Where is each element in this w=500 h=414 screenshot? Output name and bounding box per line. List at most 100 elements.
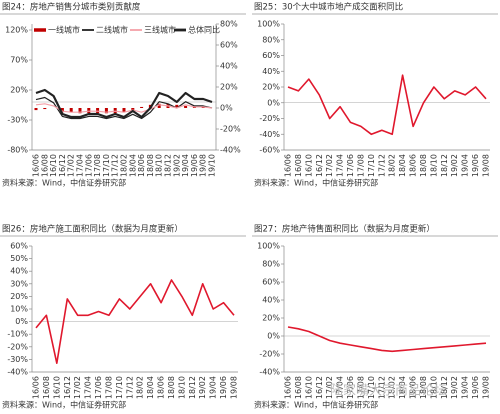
x-tick-label: 19/02 — [450, 376, 459, 399]
x-tick-label: 17/06 — [94, 376, 103, 399]
bar — [140, 106, 144, 108]
x-tick-label: 18/12 — [440, 154, 449, 177]
chart-title: 图25：30个大中城市地产成交面积同比 — [254, 2, 403, 13]
y-tick-label: 80% — [262, 35, 280, 44]
bar — [78, 108, 82, 114]
y-tick-label: 10% — [10, 305, 28, 314]
x-tick-label: 17/10 — [102, 154, 111, 177]
x-tick-label: 17/04 — [76, 154, 85, 177]
y2-tick-label: -40% — [220, 146, 241, 155]
legend-label: 总体同比 — [188, 25, 220, 35]
y-tick-label: -30% — [7, 355, 28, 364]
x-tick-label: 19/04 — [209, 376, 218, 399]
x-tick-label: 16/10 — [304, 376, 313, 399]
x-tick-label: 16/06 — [284, 154, 293, 177]
x-tick-label: 18/12 — [164, 154, 173, 177]
x-tick-label: 17/10 — [115, 376, 124, 399]
chart-title: 图24：房地产销售分城市类别贡献度 — [2, 2, 141, 13]
x-tick-label: 17/04 — [84, 376, 93, 399]
x-tick-label: 17/12 — [125, 376, 134, 399]
x-tick-label: 16/12 — [315, 154, 324, 177]
x-tick-label: 16/08 — [294, 154, 303, 177]
x-tick-label: 18/08 — [419, 376, 428, 399]
y-tick-label: 0% — [267, 98, 280, 107]
bar — [34, 108, 38, 111]
x-tick-label: 17/10 — [367, 376, 376, 399]
x-tick-label: 19/08 — [230, 376, 239, 399]
x-tick-label: 17/06 — [84, 154, 93, 177]
bar — [43, 108, 47, 110]
x-tick-label: 19/10 — [208, 154, 217, 177]
bar — [184, 105, 188, 108]
x-tick-label: 17/08 — [356, 154, 365, 177]
x-tick-label: 16/10 — [49, 154, 58, 177]
y-tick-label: 20% — [262, 314, 280, 323]
x-tick-label: 18/02 — [388, 154, 397, 177]
y-tick-label: 0% — [267, 332, 280, 341]
x-tick-label: 19/04 — [181, 154, 190, 177]
x-tick-label: 18/06 — [157, 376, 166, 399]
x-tick-label: 18/08 — [419, 154, 428, 177]
x-tick-label: 18/08 — [146, 154, 155, 177]
legend-label: 三线城市 — [144, 25, 176, 35]
y-tick-label: 20% — [10, 292, 28, 301]
x-tick-label: 18/02 — [120, 154, 129, 177]
y2-tick-label: 40% — [220, 62, 238, 71]
y-tick-label: 80% — [262, 260, 280, 269]
x-tick-label: 17/06 — [346, 376, 355, 399]
x-tick-label: 18/06 — [409, 376, 418, 399]
bar — [60, 108, 64, 113]
bar — [104, 108, 108, 114]
y-tick-label: 120% — [5, 26, 28, 35]
y-tick-label: 50% — [10, 254, 28, 263]
x-tick-label: 17/02 — [325, 376, 334, 399]
x-tick-label: 18/12 — [440, 376, 449, 399]
y-tick-label: 60% — [262, 51, 280, 60]
x-tick-label: 19/04 — [461, 376, 470, 399]
y-tick-label: 40% — [10, 267, 28, 276]
x-tick-label: 18/04 — [398, 376, 407, 399]
y-tick-label: 70% — [10, 56, 28, 65]
x-tick-label: 19/06 — [219, 376, 228, 399]
line — [35, 103, 213, 113]
x-tick-label: 17/12 — [377, 154, 386, 177]
x-tick-label: 17/12 — [111, 154, 120, 177]
y-tick-label: 0% — [15, 317, 28, 326]
y-tick-label: -40% — [259, 130, 280, 139]
x-tick-label: 16/12 — [58, 154, 67, 177]
x-tick-label: 18/02 — [388, 376, 397, 399]
x-tick-label: 17/02 — [67, 154, 76, 177]
bar — [175, 104, 179, 108]
line — [35, 88, 213, 119]
x-tick-label: 16/06 — [284, 376, 293, 399]
y-tick-label: -10% — [7, 330, 28, 339]
y-tick-label: -60% — [259, 146, 280, 155]
bar — [157, 103, 161, 108]
source: 资料来源：Wind，中信证券研究部 — [254, 400, 378, 410]
bar — [122, 108, 126, 113]
x-tick-label: 19/06 — [471, 154, 480, 177]
x-tick-label: 17/08 — [356, 376, 365, 399]
y-tick-label: 40% — [262, 296, 280, 305]
x-tick-label: 18/12 — [188, 376, 197, 399]
y-tick-label: -20% — [7, 342, 28, 351]
x-tick-label: 17/10 — [367, 154, 376, 177]
y-tick-label: 20% — [262, 83, 280, 92]
x-tick-label: 19/04 — [461, 154, 470, 177]
x-tick-label: 17/04 — [336, 154, 345, 177]
x-tick-label: 18/10 — [155, 154, 164, 177]
y-tick-label: -80% — [7, 146, 28, 155]
x-tick-label: 17/08 — [93, 154, 102, 177]
x-tick-label: 16/10 — [304, 154, 313, 177]
x-tick-label: 18/10 — [177, 376, 186, 399]
x-tick-label: 16/08 — [42, 376, 51, 399]
x-tick-label: 19/02 — [450, 154, 459, 177]
x-tick-label: 19/08 — [482, 154, 491, 177]
y-tick-label: 60% — [10, 242, 28, 251]
y2-tick-label: 20% — [220, 83, 238, 92]
x-tick-label: 17/04 — [336, 376, 345, 399]
x-tick-label: 19/06 — [471, 376, 480, 399]
line — [287, 326, 487, 353]
y-tick-label: 20% — [10, 86, 28, 95]
